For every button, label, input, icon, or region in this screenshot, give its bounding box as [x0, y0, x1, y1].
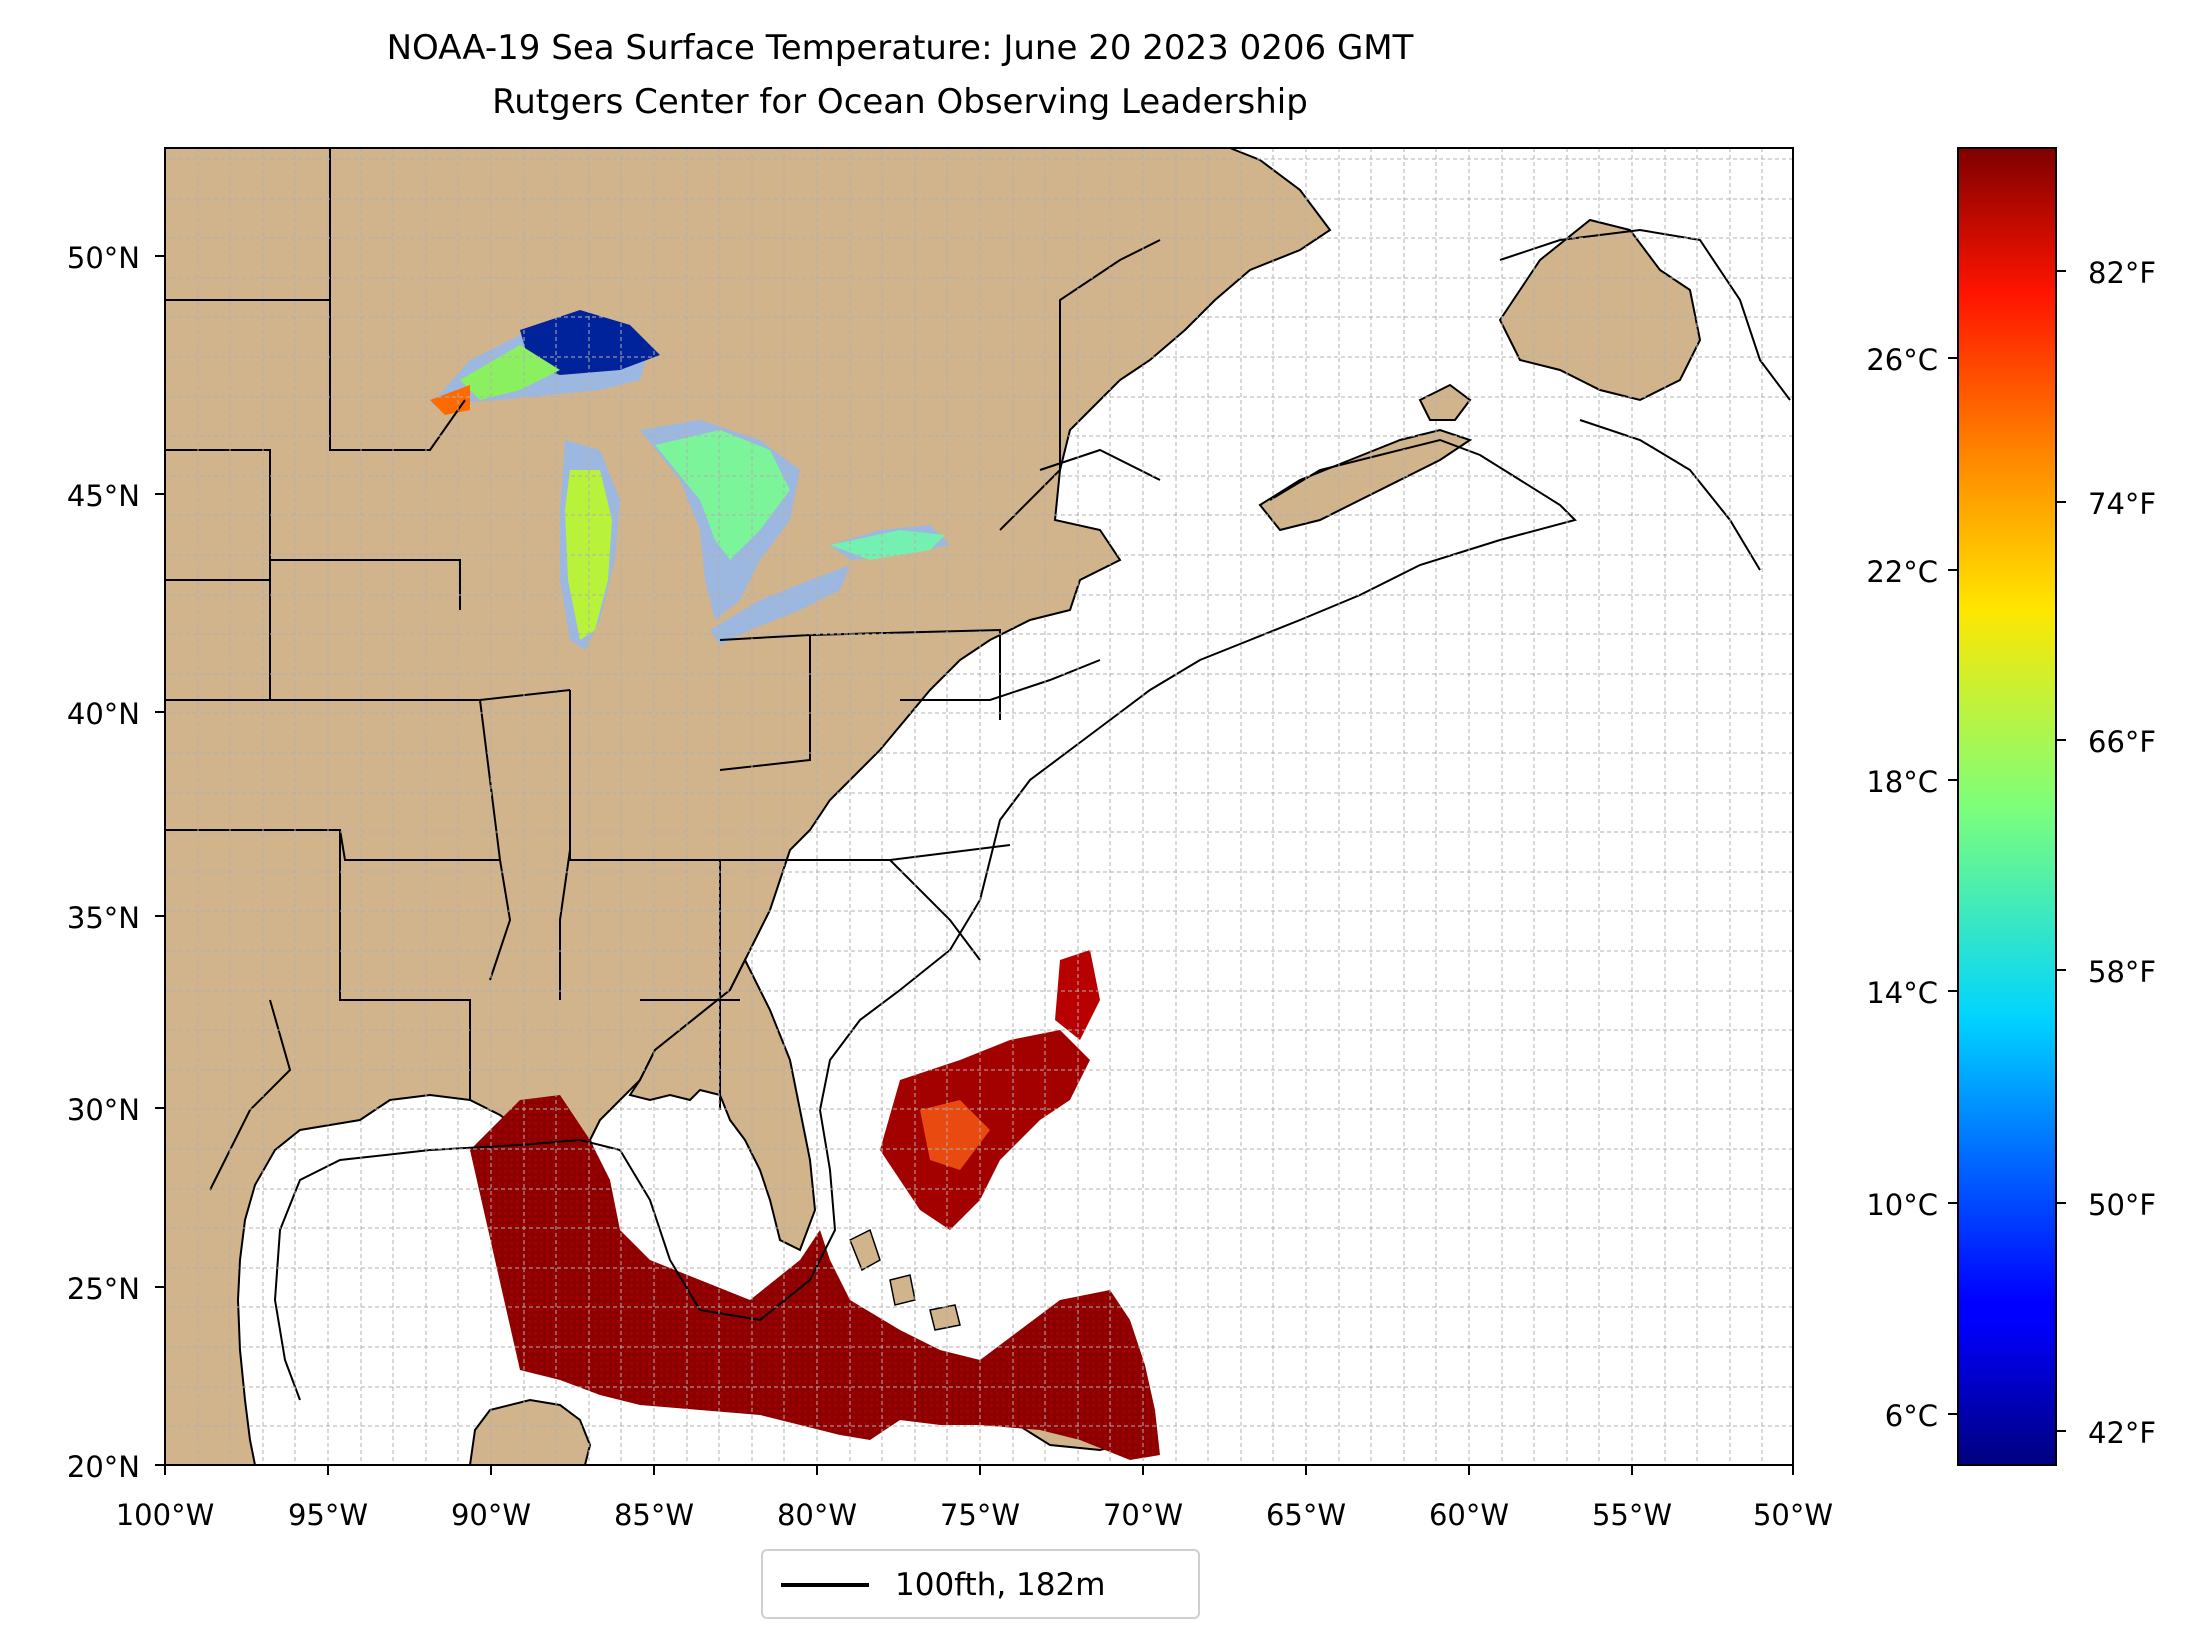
map-gridlines — [165, 148, 1793, 1465]
isobath-100fth — [273, 228, 1791, 1401]
fahrenheit-label: 82°F — [2088, 256, 2156, 290]
land-bahamas — [849, 1228, 961, 1331]
map-subtitle: Rutgers Center for Ocean Observing Leade… — [492, 82, 1308, 122]
celsius-label: 18°C — [1866, 765, 1938, 799]
fahrenheit-label: 66°F — [2088, 725, 2156, 759]
legend-label: 100fth, 182m — [895, 1567, 1106, 1603]
y-axis-ticks — [155, 255, 165, 1466]
celsius-label: 14°C — [1866, 976, 1938, 1010]
fahrenheit-label: 50°F — [2088, 1188, 2156, 1222]
lat-label: 25°N — [67, 1272, 140, 1306]
celsius-label: 6°C — [1885, 1399, 1938, 1433]
lon-label: 65°W — [1266, 1498, 1346, 1532]
map-title: NOAA-19 Sea Surface Temperature: June 20… — [386, 28, 1414, 68]
fahrenheit-label: 42°F — [2088, 1416, 2156, 1450]
lat-label: 40°N — [67, 697, 140, 731]
celsius-label: 10°C — [1866, 1188, 1938, 1222]
colorbar-celsius-labels: 6°C 10°C 14°C 18°C 22°C 26°C — [1866, 343, 1938, 1433]
lat-label: 35°N — [67, 901, 140, 935]
y-axis-labels: 20°N 25°N 30°N 35°N 40°N 45°N 50°N — [67, 241, 140, 1484]
lon-label: 75°W — [940, 1498, 1020, 1532]
x-axis-labels: 100°W 95°W 90°W 85°W 80°W 75°W 70°W 65°W… — [116, 1498, 1833, 1532]
lat-label: 20°N — [67, 1450, 140, 1484]
lon-label: 60°W — [1429, 1498, 1509, 1532]
sst-gulf-swath — [470, 950, 1160, 1460]
lon-label: 55°W — [1592, 1498, 1672, 1532]
colorbar — [1957, 147, 2057, 1466]
x-axis-ticks — [164, 1465, 1794, 1475]
lat-label: 30°N — [67, 1093, 140, 1127]
lon-label: 90°W — [451, 1498, 531, 1532]
land-florida — [628, 957, 817, 1252]
land-cape-breton — [1418, 383, 1472, 421]
fahrenheit-label: 74°F — [2088, 487, 2156, 521]
colorbar-fahrenheit-labels: 42°F 50°F 58°F 66°F 74°F 82°F — [2088, 256, 2156, 1450]
lat-label: 45°N — [67, 479, 140, 513]
legend-line-swatch — [781, 1583, 869, 1587]
colorbar-ticks — [1948, 270, 2066, 1432]
celsius-label: 22°C — [1866, 555, 1938, 589]
political-borders — [165, 148, 1161, 1465]
lat-label: 50°N — [67, 241, 140, 275]
fahrenheit-label: 58°F — [2088, 955, 2156, 989]
land-newfoundland — [1498, 218, 1702, 402]
legend: 100fth, 182m — [761, 1549, 1200, 1619]
lon-label: 95°W — [288, 1498, 368, 1532]
lon-label: 100°W — [116, 1498, 215, 1532]
land-yucatan — [468, 1398, 592, 1465]
lon-label: 80°W — [777, 1498, 857, 1532]
lon-label: 50°W — [1753, 1498, 1833, 1532]
lon-label: 85°W — [614, 1498, 694, 1532]
lon-label: 70°W — [1103, 1498, 1183, 1532]
land-nova-scotia — [1258, 428, 1473, 532]
celsius-label: 26°C — [1866, 343, 1938, 377]
